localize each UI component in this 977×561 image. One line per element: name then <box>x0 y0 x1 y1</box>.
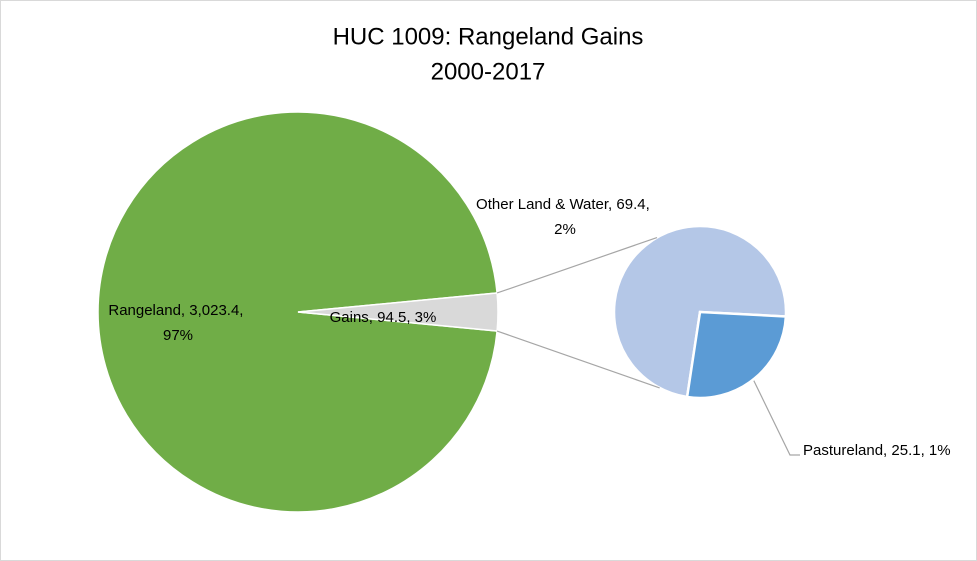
chart-title: HUC 1009: Rangeland Gains <box>333 23 644 50</box>
label-line: 2% <box>554 221 576 238</box>
chart-subtitle: 2000-2017 <box>431 58 546 85</box>
connector-line <box>496 236 658 294</box>
pie-slice <box>685 310 788 400</box>
leader-line <box>752 378 800 456</box>
data-label: Other Land & Water, 69.4, 2% <box>476 196 654 238</box>
label-line: Rangeland, 3,023.4, <box>108 302 247 319</box>
label-line: Other Land & Water, 69.4, <box>476 196 654 213</box>
data-label: Pastureland, 25.1, 1% <box>803 442 951 459</box>
data-label: Gains, 94.5, 3% <box>330 309 437 326</box>
label-line: 97% <box>163 327 193 344</box>
data-label: Rangeland, 3,023.4, 97% <box>108 302 247 344</box>
pie-slice <box>97 111 498 513</box>
connector-line <box>496 330 660 389</box>
pie-slice <box>297 292 499 332</box>
